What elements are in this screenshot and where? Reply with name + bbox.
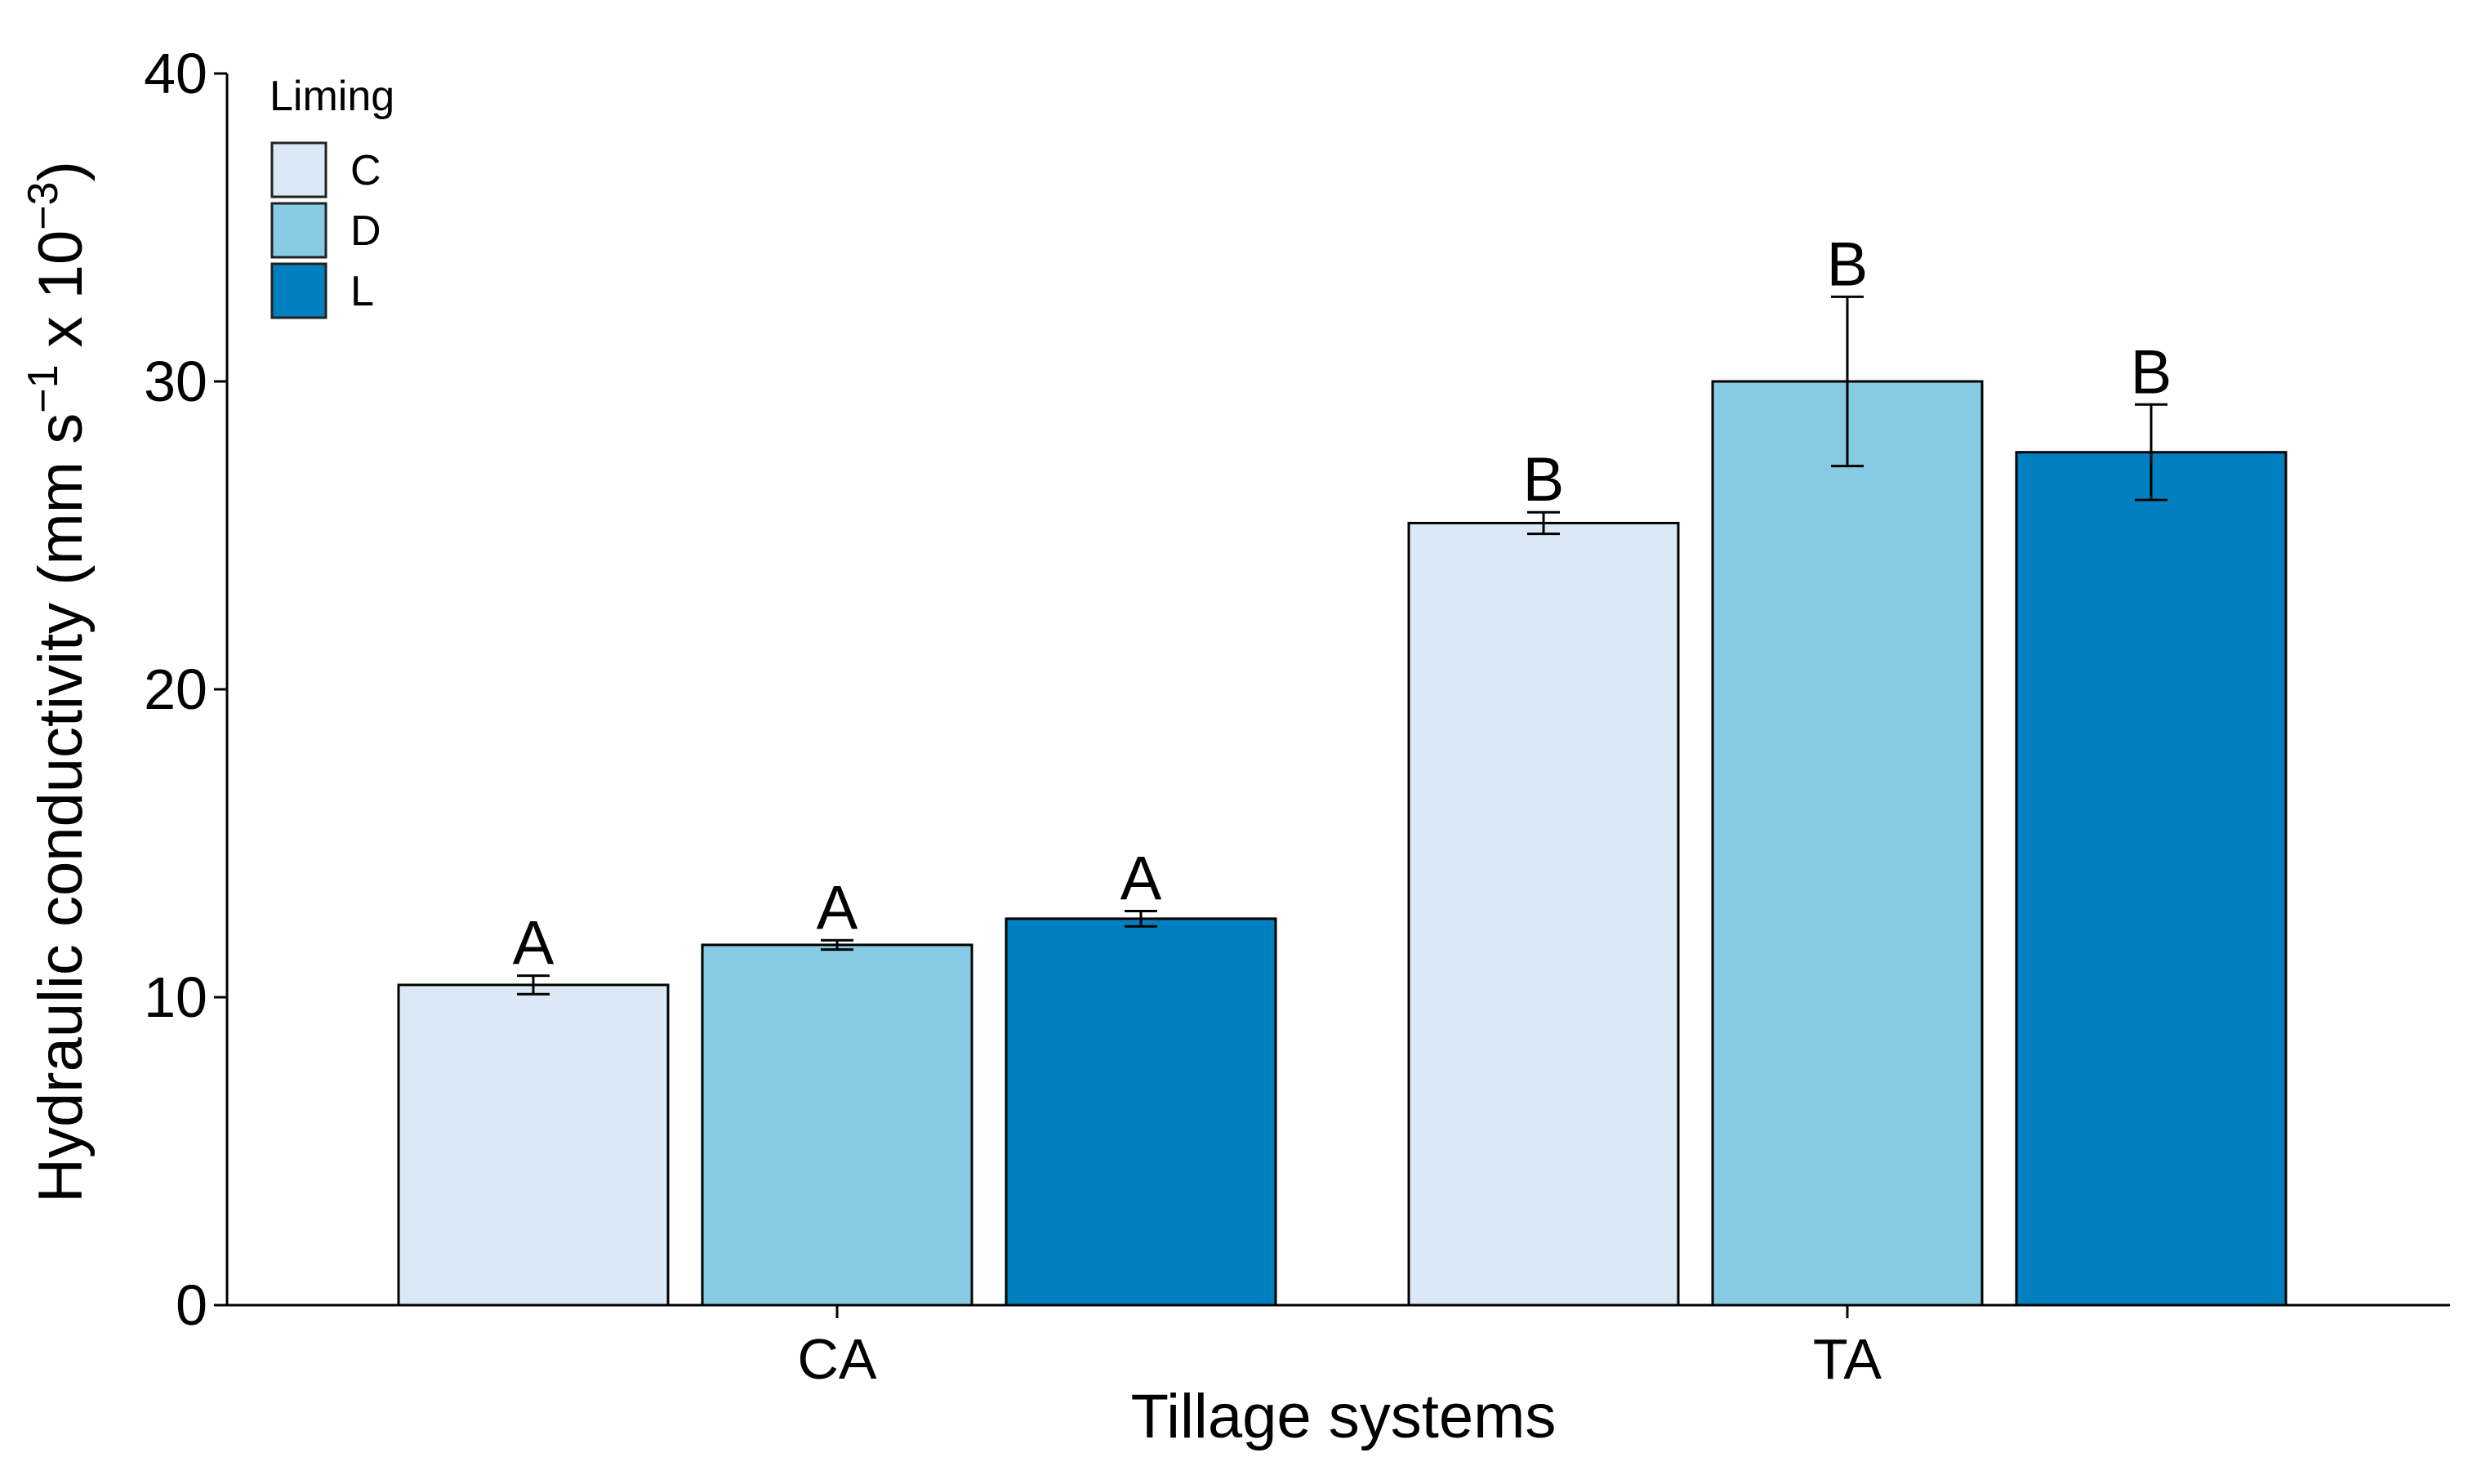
- axes: [225, 74, 2450, 1307]
- y-tick-label: 20: [144, 657, 207, 721]
- y-tick-label: 30: [144, 350, 207, 413]
- x-tick-label-ta: TA: [1813, 1327, 1882, 1391]
- bar-ca-l: [1005, 917, 1277, 1307]
- y-tick-marks: [214, 72, 227, 1307]
- bar-ta-l: [2015, 451, 2288, 1307]
- x-tick-label-ca: CA: [797, 1327, 877, 1391]
- legend-label-d: D: [350, 207, 381, 255]
- legend-swatch-c: [270, 141, 327, 198]
- x-axis-title: Tillage systems: [1131, 1382, 1557, 1451]
- significance-letter: B: [1827, 230, 1869, 299]
- bar-ca-d: [701, 943, 973, 1307]
- significance-letter: B: [1523, 445, 1565, 515]
- bars: A A A B B B: [397, 230, 2288, 1307]
- error-bar-ca-l: [1125, 909, 1157, 928]
- legend-title: Liming: [270, 73, 394, 120]
- significance-letter: B: [2131, 337, 2172, 407]
- y-axis-title-exp1: −1: [20, 364, 67, 412]
- y-axis-title-main: Hydraulic conductivity (mm s: [26, 413, 96, 1203]
- y-tick-label: 40: [144, 42, 207, 105]
- error-bar-ca-d: [821, 938, 853, 951]
- y-tick-label: 10: [144, 965, 207, 1029]
- error-bar-ta-l: [2135, 403, 2167, 501]
- error-bar-ta-d: [1831, 295, 1864, 468]
- significance-letter: A: [513, 909, 555, 978]
- legend: Liming CDL: [270, 73, 394, 319]
- error-bar-ta-c: [1527, 510, 1560, 536]
- y-axis-title-mid: x 10: [26, 230, 96, 365]
- y-tick-label: 0: [176, 1273, 207, 1337]
- bar-ca-c: [397, 983, 670, 1307]
- y-axis-title: Hydraulic conductivity (mm s−1 x 10−3): [20, 161, 96, 1203]
- error-bar-ca-c: [517, 974, 550, 996]
- legend-swatch-l: [270, 262, 327, 319]
- legend-label-l: L: [350, 268, 374, 315]
- bar-ta-d: [1711, 380, 1984, 1307]
- bar-ta-c: [1407, 521, 1680, 1307]
- significance-letter: A: [1120, 844, 1162, 913]
- y-axis-title-end: ): [26, 161, 96, 181]
- y-axis-title-exp2: −3: [20, 181, 67, 230]
- legend-label-c: C: [350, 147, 381, 194]
- significance-letter: A: [817, 873, 858, 943]
- legend-swatch-d: [270, 202, 327, 259]
